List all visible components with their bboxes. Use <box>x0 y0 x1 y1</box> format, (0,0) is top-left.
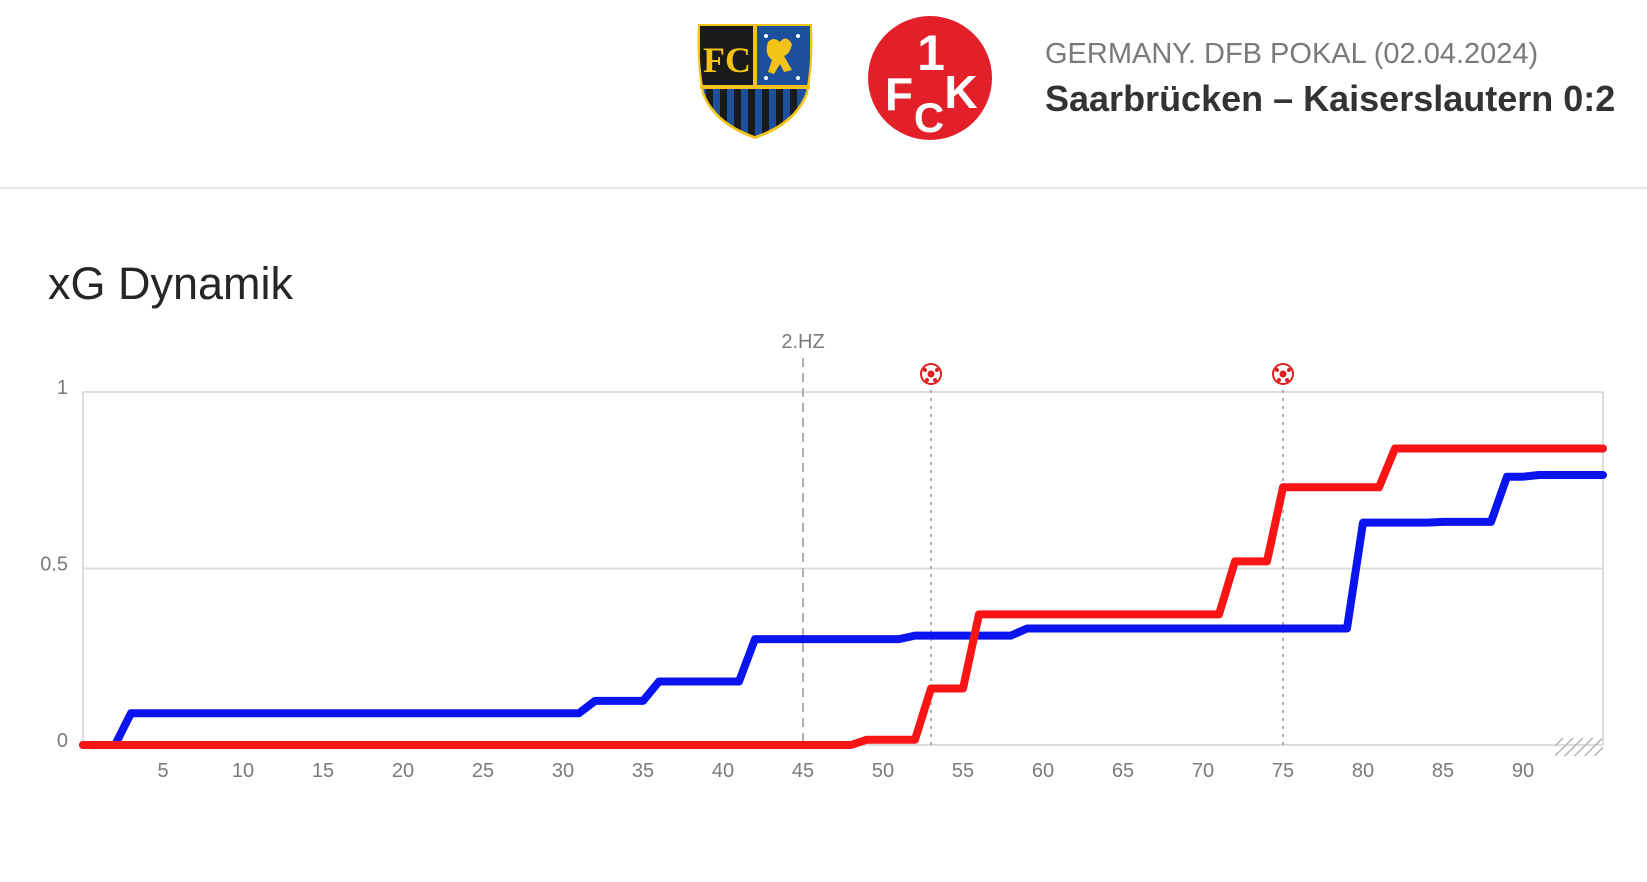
x-tick-label: 90 <box>1512 760 1534 782</box>
x-tick-label: 25 <box>472 760 494 782</box>
match-score-title: Saarbrücken – Kaiserslautern 0:2 <box>1045 78 1616 119</box>
x-tick-label: 35 <box>632 760 654 782</box>
xg-line-kaiserslautern <box>79 444 1607 749</box>
xg-line-saarbruecken <box>79 471 1607 749</box>
x-tick-label: 20 <box>392 760 414 782</box>
y-tick-label: 0 <box>57 730 68 752</box>
x-tick-label: 55 <box>952 760 974 782</box>
x-tick-label: 80 <box>1352 760 1374 782</box>
x-tick-label: 45 <box>792 760 814 782</box>
x-tick-label: 75 <box>1272 760 1294 782</box>
x-tick-label: 85 <box>1432 760 1454 782</box>
header-divider <box>0 187 1647 189</box>
svg-text:F: F <box>885 68 913 120</box>
match-header: FC 1 F K C GERMANY. DFB POKAL (02.04.202… <box>0 0 1647 188</box>
chart-title: xG Dynamik <box>48 258 294 309</box>
x-tick-label: 10 <box>232 760 254 782</box>
x-tick-label: 65 <box>1112 760 1134 782</box>
soccer-ball-icon <box>1272 363 1294 385</box>
soccer-ball-icon <box>920 363 942 385</box>
halftime-label: 2.HZ <box>781 331 824 353</box>
y-tick-label: 1 <box>57 377 68 399</box>
extra-time-hatch <box>1555 738 1603 756</box>
y-tick-label: 0.5 <box>40 554 68 576</box>
svg-text:K: K <box>944 66 977 118</box>
x-tick-label: 60 <box>1032 760 1054 782</box>
xg-dynamics-chart: 00.515 10 15 20 25 30 35 40 45 50 55 60 65 70 75 80 85 90… <box>40 331 1607 782</box>
x-tick-label: 5 <box>157 760 168 782</box>
x-tick-label: 15 <box>312 760 334 782</box>
x-tick-label: 50 <box>872 760 894 782</box>
saarbruecken-crest-logo: FC <box>690 12 820 142</box>
x-tick-label: 30 <box>552 760 574 782</box>
x-tick-label: 40 <box>712 760 734 782</box>
league-date-label: GERMANY. DFB POKAL (02.04.2024) <box>1045 38 1539 70</box>
svg-text:FC: FC <box>703 40 751 80</box>
svg-text:1: 1 <box>917 25 945 81</box>
x-tick-label: 70 <box>1192 760 1214 782</box>
svg-text:C: C <box>914 94 944 141</box>
kaiserslautern-crest-logo: 1 F K C <box>865 12 995 142</box>
